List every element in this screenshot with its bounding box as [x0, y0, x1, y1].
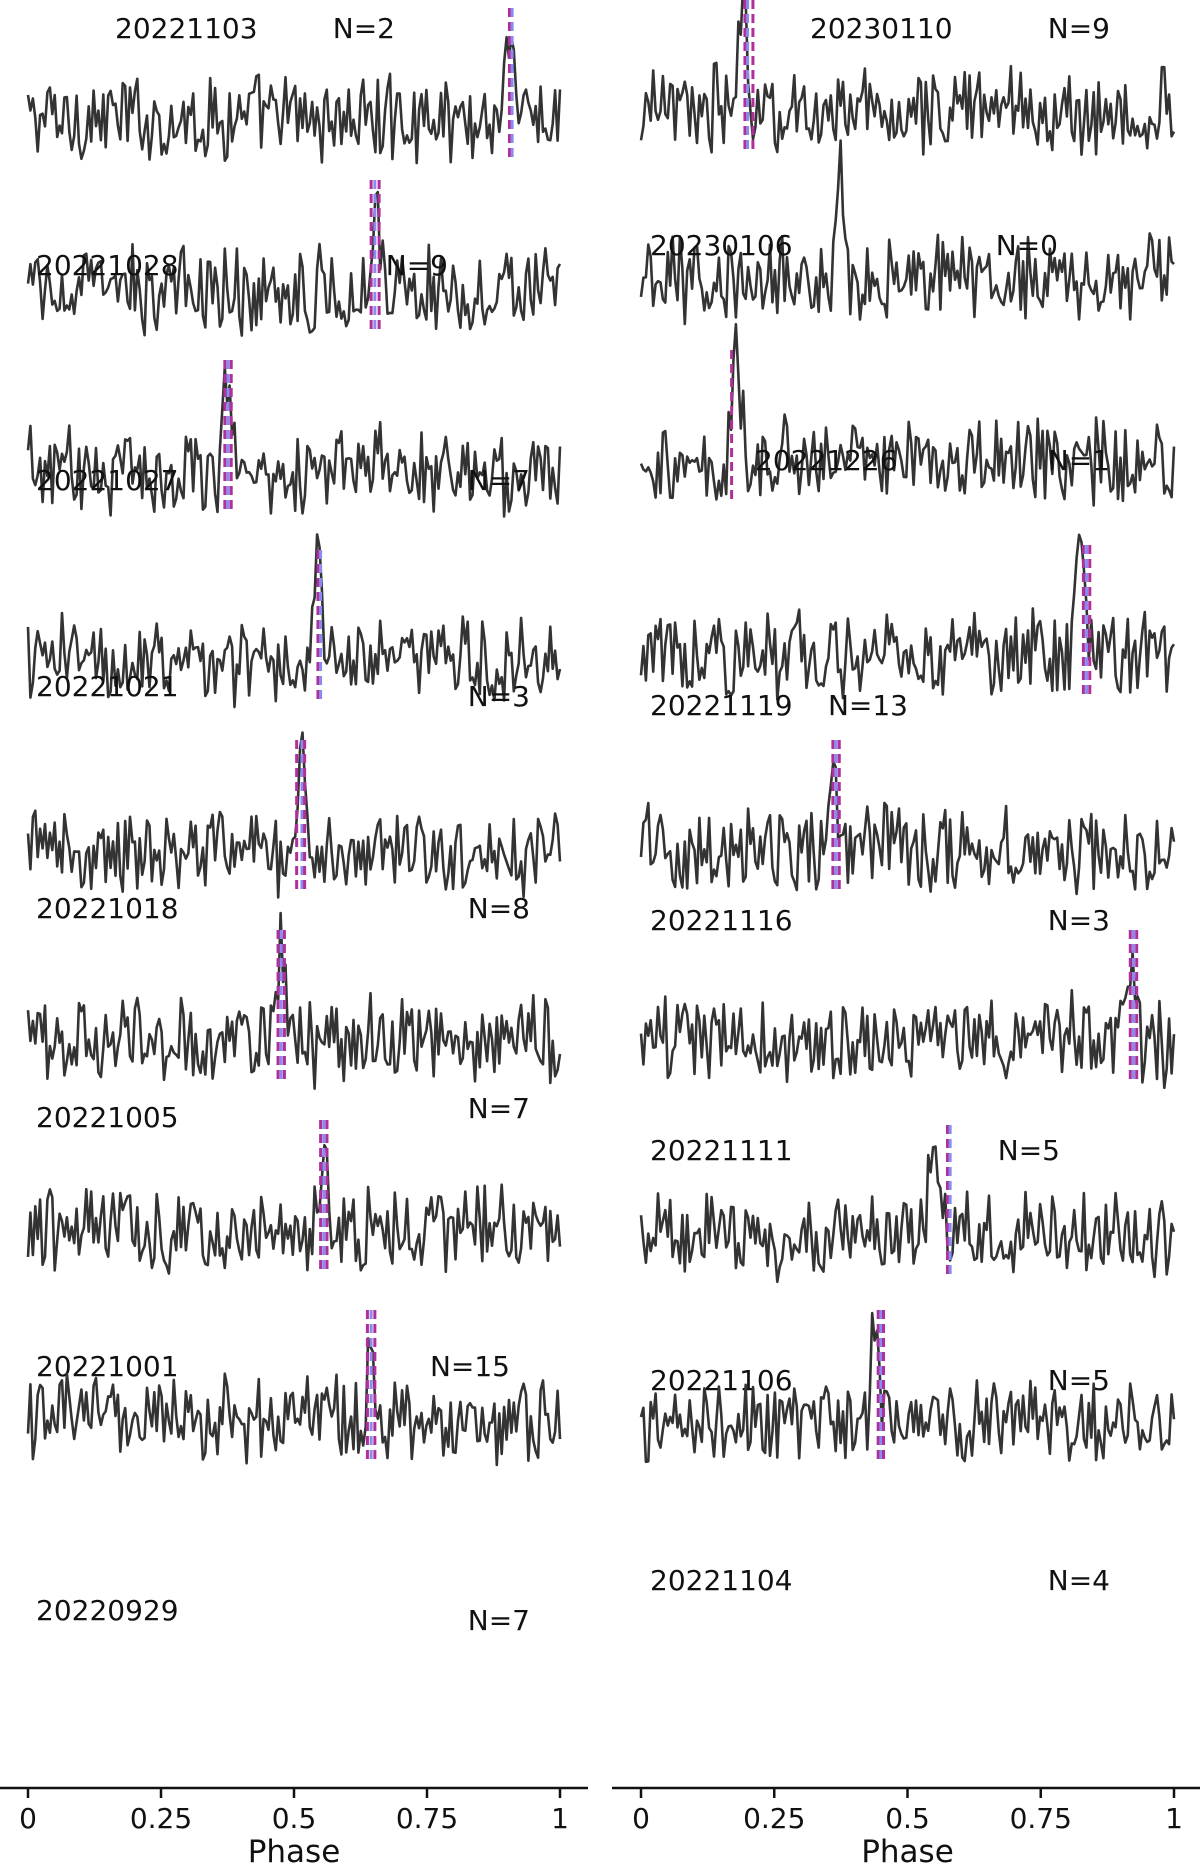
tick-label: 1: [551, 1802, 569, 1835]
panel-count-label: N=5: [1048, 1364, 1110, 1397]
trace-20221104: [639, 1311, 1176, 1464]
trace-20221111: [639, 950, 1176, 1090]
panel-20220929: 20220929 N=7: [26, 1310, 562, 1637]
panel-20221103: 20221103 N=2: [26, 8, 562, 165]
panel-count-label: N=7: [468, 1092, 530, 1125]
trace-20220929: [26, 1337, 562, 1467]
panel-count-label: N=7: [468, 464, 530, 497]
trace-20221005: [26, 911, 562, 1090]
panel-date-label: 20221021: [36, 670, 179, 703]
panel-date-label: 20221106: [650, 1364, 793, 1397]
panel-count-label: N=8: [468, 892, 530, 925]
panel-count-label: N=7: [468, 1604, 530, 1637]
panel-date-label: 20221005: [36, 1101, 179, 1134]
panel-date-label: 20221018: [36, 892, 179, 925]
panel-20221005: 20221005 N=7: [26, 911, 562, 1134]
trace-20221028: [26, 190, 562, 337]
panel-20221226: 20221226 N=1: [639, 322, 1176, 507]
panel-count-label: N=9: [386, 249, 448, 282]
tick-label: 0.75: [1010, 1802, 1072, 1835]
trace-20221103: [26, 35, 562, 165]
panel-20230106: 20230106 N=0: [639, 139, 1175, 326]
panel-count-label: N=13: [828, 689, 908, 722]
panel-20221018: 20221018 N=8: [26, 731, 562, 925]
tick-label: 0.75: [396, 1802, 458, 1835]
panel-count-label: N=5: [998, 1134, 1060, 1167]
trace-20221001: [26, 1143, 562, 1275]
trace-20221106: [639, 1145, 1176, 1284]
tick-label: 0: [19, 1802, 37, 1835]
panel-date-label: 20221116: [650, 904, 793, 937]
panel-date-label: 20221111: [650, 1134, 793, 1167]
panel-20221111: 20221111 N=5: [639, 930, 1176, 1167]
panel-count-label: N=0: [996, 229, 1058, 262]
panel-count-label: N=3: [468, 680, 530, 713]
panel-date-label: 20221226: [755, 444, 898, 477]
panel-date-label: 20221104: [650, 1564, 793, 1597]
panel-date-label: 20220929: [36, 1594, 179, 1627]
panel-date-label: 20221028: [36, 249, 179, 282]
tick-label: 0.25: [743, 1802, 805, 1835]
trace-20221027: [26, 365, 562, 518]
panel-20221028: 20221028 N=9: [26, 180, 562, 337]
panel-count-label: N=15: [430, 1350, 510, 1383]
trace-20221116: [639, 760, 1176, 896]
panel-count-label: N=1: [1048, 444, 1110, 477]
tick-label: 1: [1165, 1802, 1183, 1835]
panel-date-label: 20221119: [650, 689, 793, 722]
panel-count-label: N=9: [1048, 12, 1110, 45]
trace-20221018: [26, 731, 562, 899]
x-axis-label-left: Phase: [248, 1834, 341, 1866]
panel-date-label: 20221103: [115, 12, 258, 45]
panel-count-label: N=3: [1048, 904, 1110, 937]
trace-20230110: [639, 0, 1176, 156]
panel-20221104: 20221104 N=4: [639, 1310, 1176, 1597]
trace-20221226: [639, 322, 1176, 507]
panel-20221001: 20221001 N=15: [26, 1120, 562, 1383]
tick-label: 0.25: [130, 1802, 192, 1835]
panel-date-label: 20230106: [650, 229, 793, 262]
tick-label: 0: [632, 1802, 650, 1835]
panel-20221106: 20221106 N=5: [639, 1125, 1176, 1397]
x-axis-label-right: Phase: [861, 1834, 954, 1866]
panel-count-label: N=2: [333, 12, 395, 45]
panel-20230110: 20230110 N=9: [639, 0, 1176, 156]
panel-20221027: 20221027 N=7: [26, 360, 562, 518]
trace-20230106: [639, 139, 1175, 326]
panel-count-label: N=4: [1048, 1564, 1110, 1597]
trace-20221119: [639, 533, 1176, 701]
axes-layer: 0 0.25 0.5 0.75 1 0 0.25 0.5 0.75 1 Phase Phase: [0, 1786, 1200, 1866]
tick-label: 0.5: [272, 1802, 317, 1835]
panel-date-label: 20230110: [810, 12, 953, 45]
panel-date-label: 20221001: [36, 1350, 179, 1383]
trace-20221021: [26, 533, 562, 709]
panel-date-label: 20221027: [36, 464, 179, 497]
panel-20221119: 20221119 N=13: [639, 533, 1176, 722]
tick-label: 0.5: [885, 1802, 930, 1835]
panel-20221021: 20221021 N=3: [26, 533, 562, 713]
panel-20221116: 20221116 N=3: [639, 740, 1176, 937]
